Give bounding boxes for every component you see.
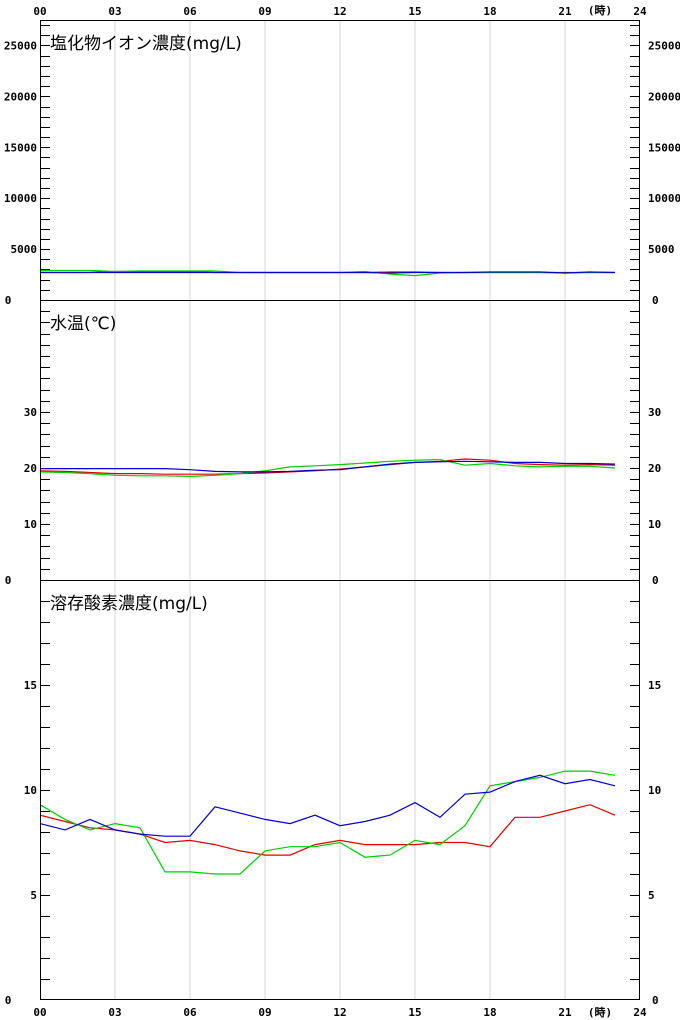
chart-frame	[40, 20, 640, 1000]
y-tick-label-left: 10000	[4, 192, 37, 205]
y-tick-label-left: 0	[5, 294, 12, 307]
water-temperature-panel: 0 0 10 10 20 20 30 30 水温(℃)	[5, 300, 661, 587]
bottom-axis-label: 18	[483, 1006, 496, 1019]
y-tick-label-left: 5000	[11, 243, 38, 256]
y-tick-label-right: 0	[652, 994, 659, 1007]
y-tick-label-right: 5	[648, 889, 655, 902]
top-axis-label: 18	[483, 5, 496, 18]
y-tick-label-left: 15000	[4, 141, 37, 154]
y-tick-label-right: 0	[652, 294, 659, 307]
y-tick-label-left: 10	[24, 518, 37, 531]
bottom-axis-label: 09	[258, 1006, 271, 1019]
top-axis-label: 00	[33, 5, 46, 18]
series-line-blue	[40, 460, 616, 473]
y-tick-label-right: 10000	[648, 192, 680, 205]
bottom-axis-label: 00	[33, 1006, 46, 1019]
y-tick-label-left: 10	[24, 784, 37, 797]
y-tick-label-right: 15000	[648, 141, 680, 154]
y-tick-label-left: 30	[24, 406, 37, 419]
panel-title: 水温(℃)	[50, 314, 116, 334]
bottom-axis-unit: (時)	[588, 1005, 612, 1019]
plot-border	[40, 20, 640, 1000]
y-tick-label-right: 0	[652, 574, 659, 587]
series-line-green	[39, 770, 616, 875]
y-tick-label-right: 5000	[648, 243, 675, 256]
top-time-axis: 00 03 06 09 12 15 18 21 24 (時)	[33, 3, 647, 18]
chloride-panel: 0 0 5000 5000 10000 10000 15000 15000 20000 20000…	[4, 20, 680, 307]
y-tick-label-right: 25000	[648, 39, 680, 52]
y-tick-label-left: 25000	[4, 39, 37, 52]
y-tick-label-left: 0	[5, 574, 12, 587]
series-line-blue	[40, 271, 616, 274]
top-axis-label: 24	[633, 5, 647, 18]
y-tick-label-left: 15	[24, 679, 37, 692]
series-line-blue	[39, 774, 616, 837]
y-tick-label-right: 10	[648, 784, 661, 797]
top-axis-label: 06	[183, 5, 197, 18]
bottom-axis-label: 24	[633, 1006, 647, 1019]
y-tick-label-right: 10	[648, 518, 661, 531]
top-axis-label: 03	[108, 5, 121, 18]
y-tick-label-left: 5	[30, 889, 37, 902]
bottom-time-axis: 00 03 06 09 12 15 18 21 24 (時)	[33, 1005, 647, 1019]
top-axis-unit: (時)	[588, 3, 612, 17]
y-tick-label-right: 20000	[648, 90, 680, 103]
y-tick-label-left: 20	[24, 462, 37, 475]
bottom-axis-label: 21	[558, 1006, 572, 1019]
panel-title: 塩化物イオン濃度(mg/L)	[50, 34, 242, 54]
bottom-axis-label: 12	[333, 1006, 346, 1019]
top-axis-label: 21	[558, 5, 572, 18]
series-line-red	[39, 804, 616, 856]
y-tick-label-left: 20000	[4, 90, 37, 103]
y-tick-label-right: 20	[648, 462, 661, 475]
y-tick-label-right: 30	[648, 406, 661, 419]
dissolved-oxygen-panel: 0 0 5 5 10 10 15 15 溶存酸素濃度(mg/L)	[5, 580, 661, 1007]
bottom-axis-label: 06	[183, 1006, 197, 1019]
series-line-green	[39, 458, 616, 478]
top-axis-label: 12	[333, 5, 346, 18]
bottom-axis-label: 03	[108, 1006, 121, 1019]
panel-title: 溶存酸素濃度(mg/L)	[50, 594, 208, 614]
y-tick-label-right: 15	[648, 679, 661, 692]
bottom-axis-label: 15	[408, 1006, 421, 1019]
top-axis-label: 15	[408, 5, 421, 18]
y-tick-label-left: 0	[5, 994, 12, 1007]
top-axis-label: 09	[258, 5, 271, 18]
